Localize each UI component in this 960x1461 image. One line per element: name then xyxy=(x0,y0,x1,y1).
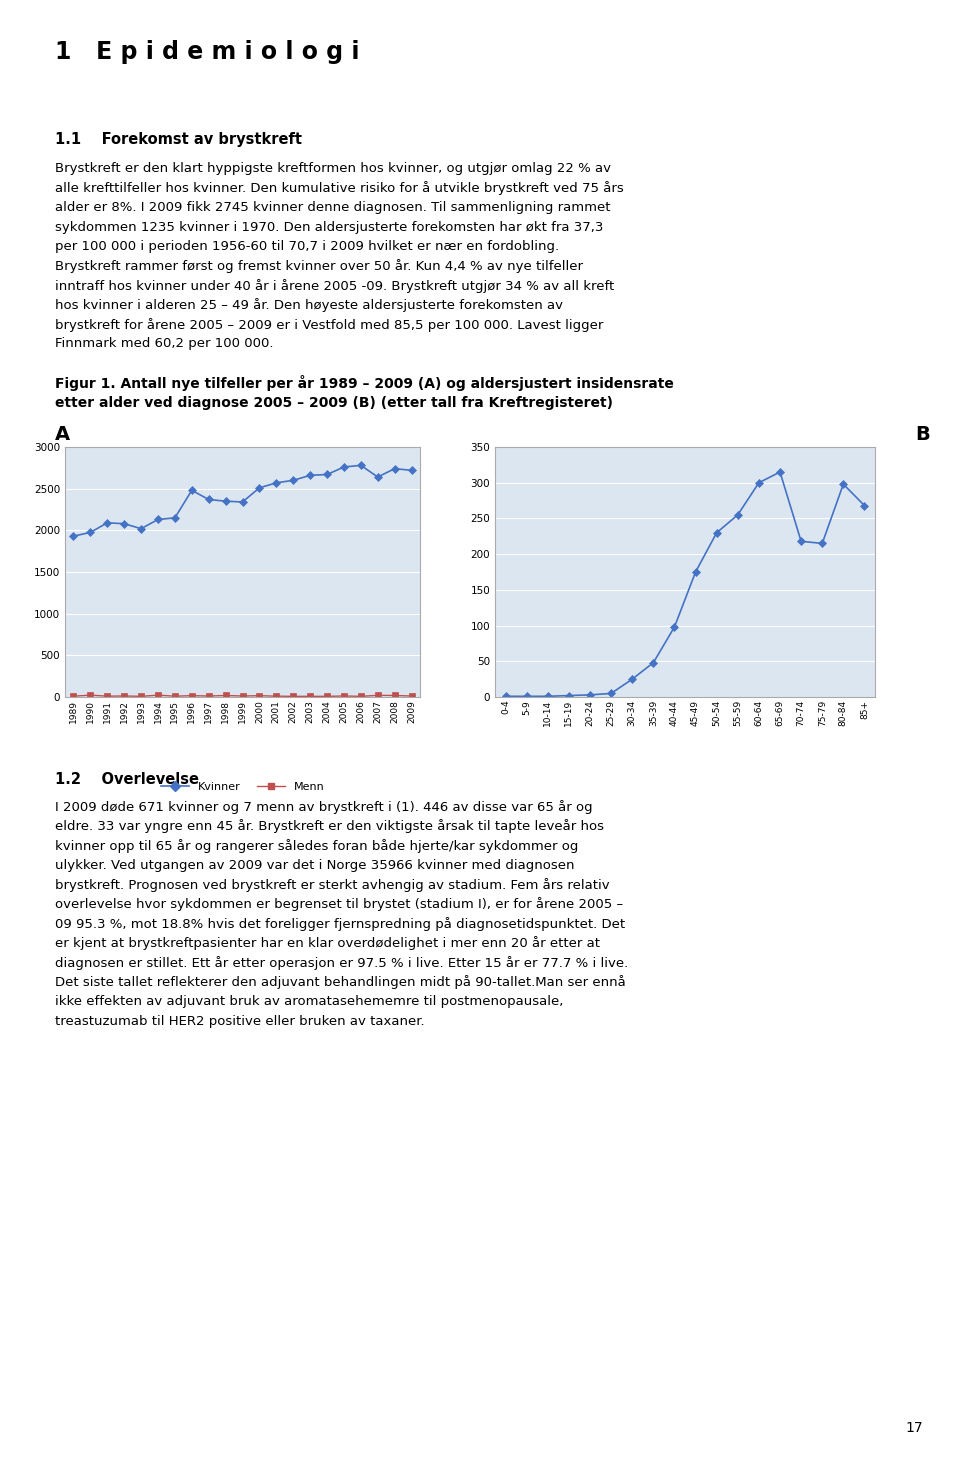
Text: eldre. 33 var yngre enn 45 år. Brystkreft er den viktigste årsak til tapte leveå: eldre. 33 var yngre enn 45 år. Brystkref… xyxy=(55,820,604,833)
Text: alle krefttilfeller hos kvinner. Den kumulative risiko for å utvikle brystkreft : alle krefttilfeller hos kvinner. Den kum… xyxy=(55,181,624,196)
Text: alder er 8%. I 2009 fikk 2745 kvinner denne diagnosen. Til sammenligning rammet: alder er 8%. I 2009 fikk 2745 kvinner de… xyxy=(55,202,611,213)
Text: hos kvinner i alderen 25 – 49 år. Den høyeste aldersjusterte forekomsten av: hos kvinner i alderen 25 – 49 år. Den hø… xyxy=(55,298,563,313)
Text: 1   E p i d e m i o l o g i: 1 E p i d e m i o l o g i xyxy=(55,39,359,64)
Text: 1.2    Overlevelse: 1.2 Overlevelse xyxy=(55,771,199,787)
Text: I 2009 døde 671 kvinner og 7 menn av brystkreft i (1). 446 av disse var 65 år og: I 2009 døde 671 kvinner og 7 menn av bry… xyxy=(55,801,592,814)
Text: overlevelse hvor sykdommen er begrenset til brystet (stadium I), er for årene 20: overlevelse hvor sykdommen er begrenset … xyxy=(55,897,623,912)
Text: brystkreft for årene 2005 – 2009 er i Vestfold med 85,5 per 100 000. Lavest ligg: brystkreft for årene 2005 – 2009 er i Ve… xyxy=(55,318,604,332)
Text: Finnmark med 60,2 per 100 000.: Finnmark med 60,2 per 100 000. xyxy=(55,337,274,351)
Text: etter alder ved diagnose 2005 – 2009 (B) (etter tall fra Kreftregisteret): etter alder ved diagnose 2005 – 2009 (B)… xyxy=(55,396,613,411)
Text: Brystkreft rammer først og fremst kvinner over 50 år. Kun 4,4 % av nye tilfeller: Brystkreft rammer først og fremst kvinne… xyxy=(55,260,583,273)
Text: sykdommen 1235 kvinner i 1970. Den aldersjusterte forekomsten har økt fra 37,3: sykdommen 1235 kvinner i 1970. Den alder… xyxy=(55,221,604,234)
Text: ulykker. Ved utgangen av 2009 var det i Norge 35966 kvinner med diagnosen: ulykker. Ved utgangen av 2009 var det i … xyxy=(55,859,574,872)
Text: 17: 17 xyxy=(905,1422,923,1435)
Text: A: A xyxy=(55,425,70,444)
Text: er kjent at brystkreftpasienter har en klar overdødelighet i mer enn 20 år etter: er kjent at brystkreftpasienter har en k… xyxy=(55,937,600,951)
Legend: Kvinner, Menn: Kvinner, Menn xyxy=(156,777,328,796)
Text: 1.1    Forekomst av brystkreft: 1.1 Forekomst av brystkreft xyxy=(55,131,302,148)
Text: 09 95.3 %, mot 18.8% hvis det foreligger fjernspredning på diagnosetidspunktet. : 09 95.3 %, mot 18.8% hvis det foreligger… xyxy=(55,918,625,931)
Text: per 100 000 i perioden 1956-60 til 70,7 i 2009 hvilket er nær en fordobling.: per 100 000 i perioden 1956-60 til 70,7 … xyxy=(55,240,559,253)
Text: Brystkreft er den klart hyppigste kreftformen hos kvinner, og utgjør omlag 22 % : Brystkreft er den klart hyppigste kreftf… xyxy=(55,162,611,175)
Text: kvinner opp til 65 år og rangerer således foran både hjerte/kar sykdommer og: kvinner opp til 65 år og rangerer sålede… xyxy=(55,839,578,853)
Text: Figur 1. Antall nye tilfeller per år 1989 – 2009 (A) og aldersjustert insidensra: Figur 1. Antall nye tilfeller per år 198… xyxy=(55,375,674,392)
Text: B: B xyxy=(915,425,929,444)
Text: treastuzumab til HER2 positive eller bruken av taxaner.: treastuzumab til HER2 positive eller bru… xyxy=(55,1014,424,1027)
Text: Det siste tallet reflekterer den adjuvant behandlingen midt på 90-tallet.Man ser: Det siste tallet reflekterer den adjuvan… xyxy=(55,976,626,989)
Text: brystkreft. Prognosen ved brystkreft er sterkt avhengig av stadium. Fem års rela: brystkreft. Prognosen ved brystkreft er … xyxy=(55,878,610,893)
Text: ikke effekten av adjuvant bruk av aromatasehememre til postmenopausale,: ikke effekten av adjuvant bruk av aromat… xyxy=(55,995,564,1008)
Text: diagnosen er stillet. Ett år etter operasjon er 97.5 % i live. Etter 15 år er 77: diagnosen er stillet. Ett år etter opera… xyxy=(55,955,628,970)
Text: inntraff hos kvinner under 40 år i årene 2005 -09. Brystkreft utgjør 34 % av all: inntraff hos kvinner under 40 år i årene… xyxy=(55,279,614,294)
